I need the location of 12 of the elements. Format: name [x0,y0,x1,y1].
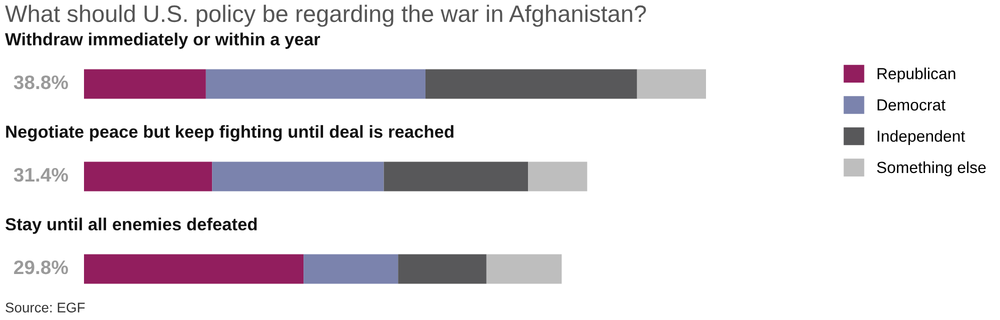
y-tick-label: Stay until all enemies defeated [6,218,257,234]
y-tick-label: Negotiate peace but keep fighting until deal is reached [6,125,454,142]
legend-label: Republican [878,68,956,82]
y-tick-label: Withdraw immediately or within a year [5,32,320,49]
text: 31.4% [14,168,68,182]
source-note: Source: EGF [6,302,85,312]
legend-label: Independent [878,130,966,145]
legend-label: Democrat [878,99,946,111]
chart-title: What should U.S. policy be regarding the war in Afghanistan? [5,4,646,27]
legend-label: Something else [877,161,986,176]
text: 29.8% [14,260,68,274]
text: 38.8% [14,75,68,90]
